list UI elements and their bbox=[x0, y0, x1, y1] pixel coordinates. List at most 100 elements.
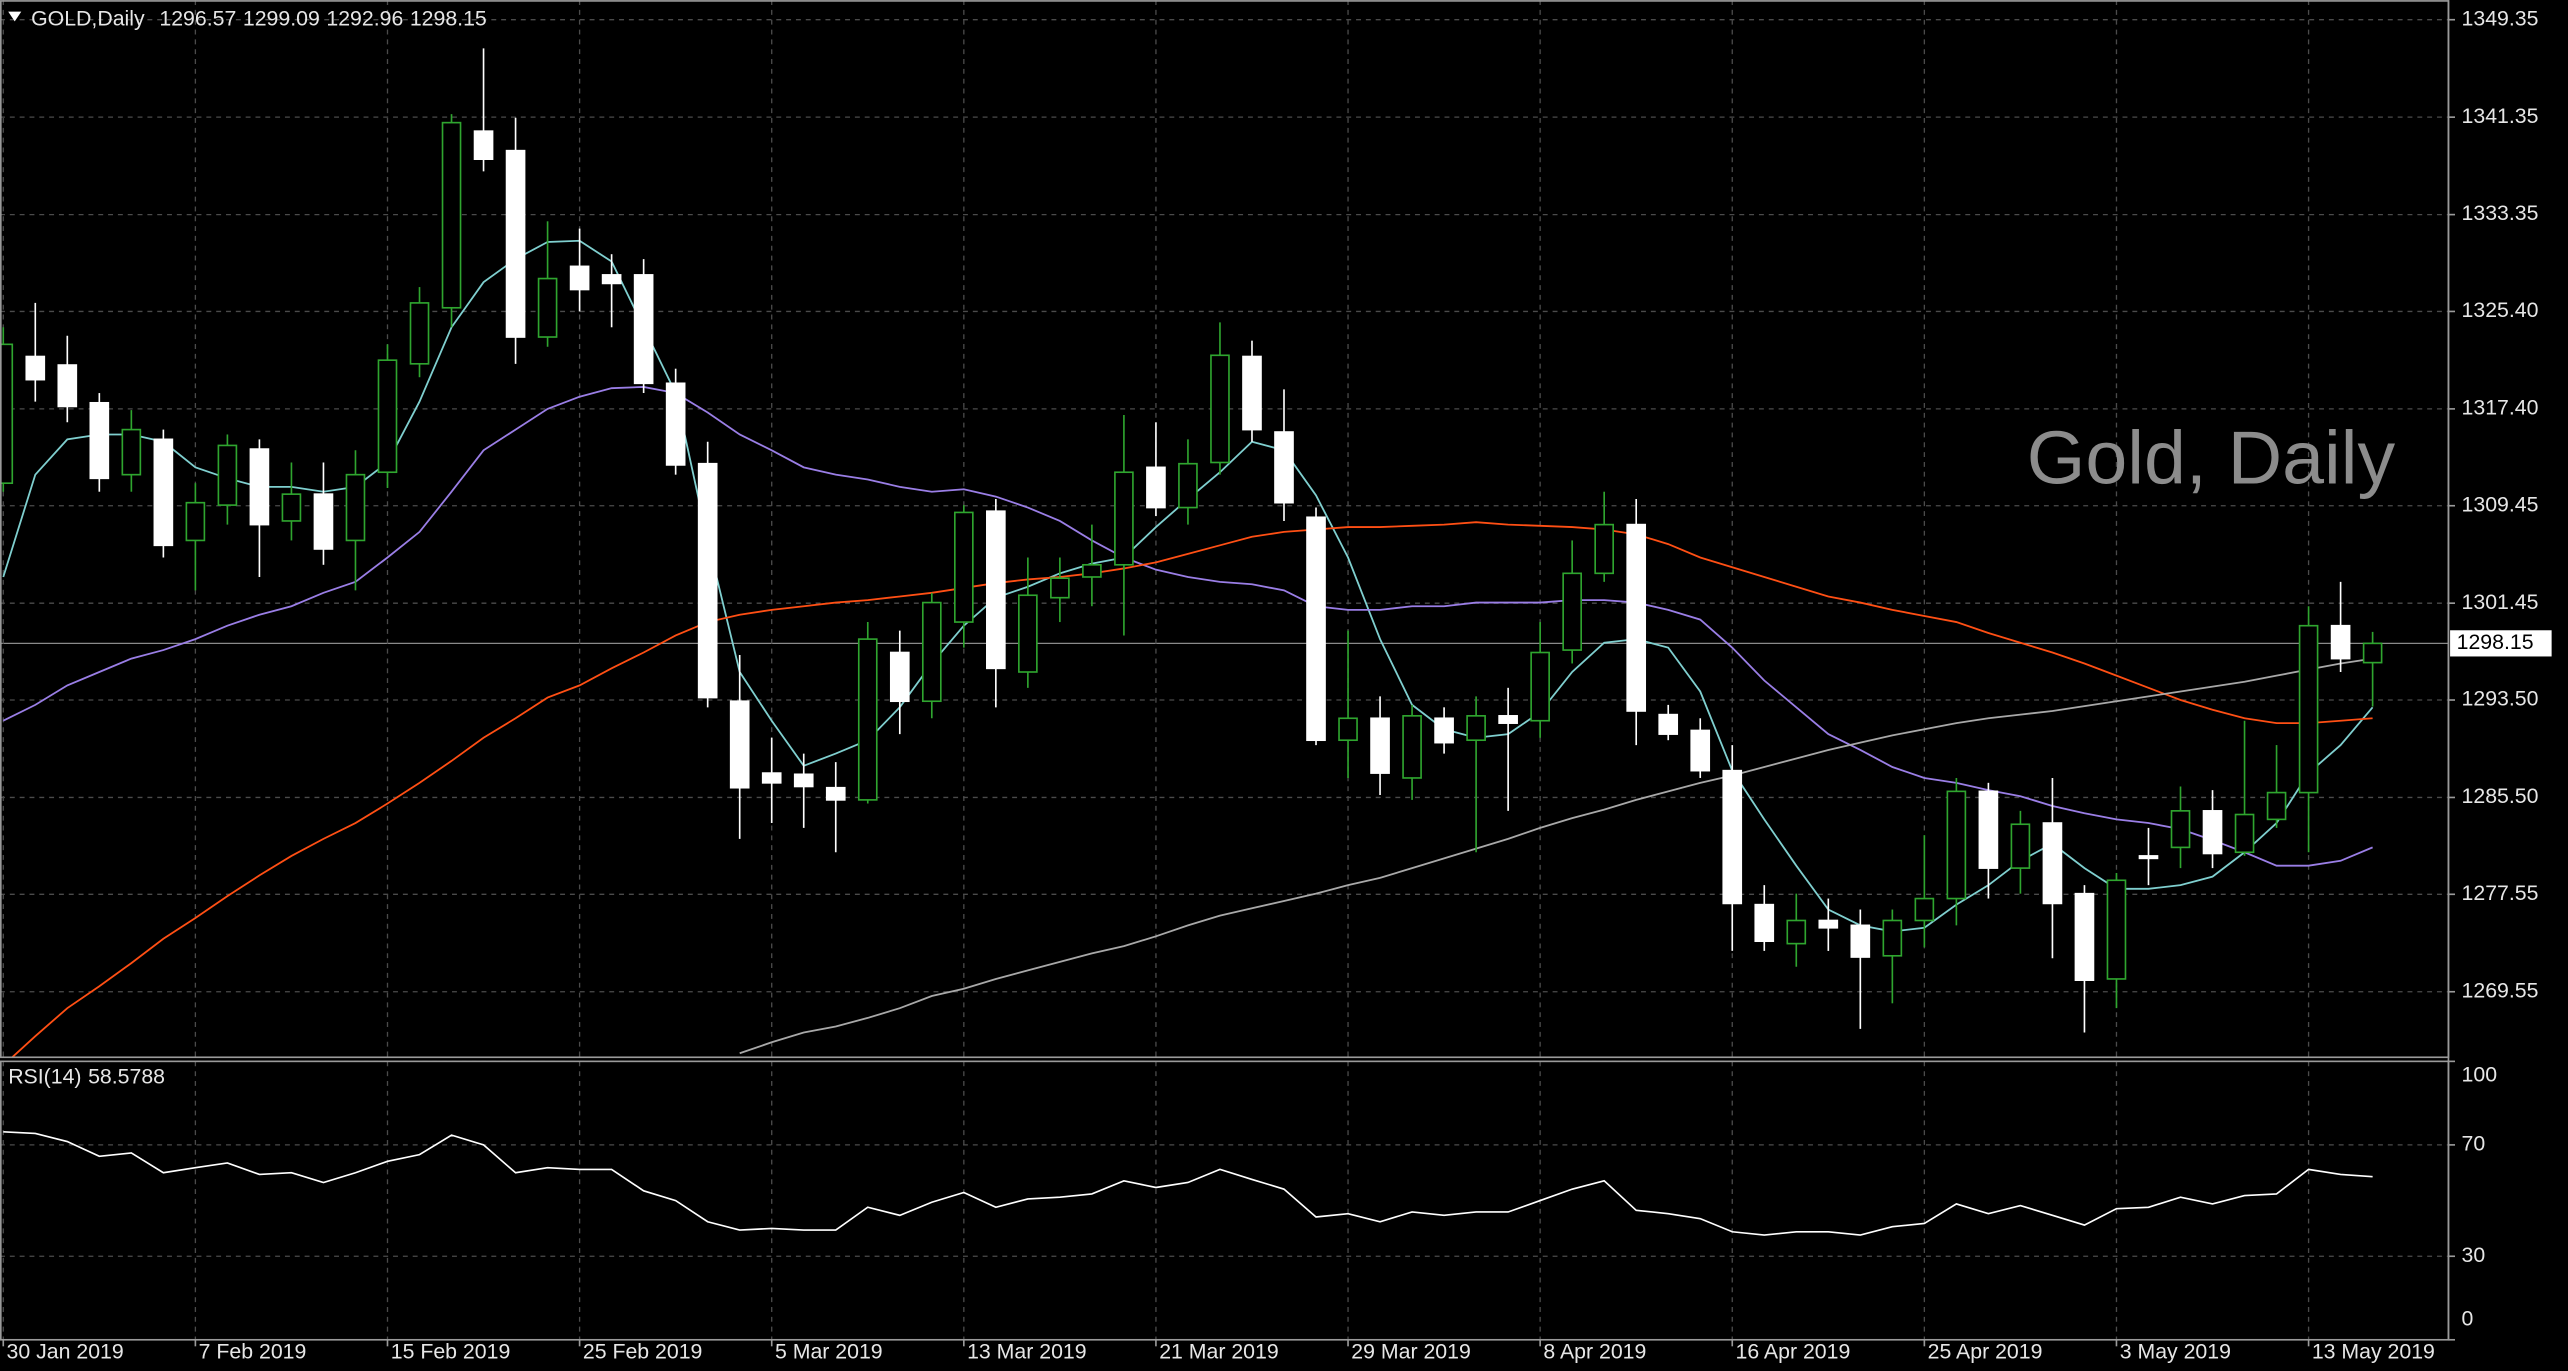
candle-body-up bbox=[377, 359, 398, 474]
y-tick-label: 1301.45 bbox=[2462, 590, 2539, 614]
x-tick-label: 15 Feb 2019 bbox=[391, 1340, 511, 1364]
y-tick-label: 1285.50 bbox=[2462, 784, 2539, 808]
candle-body-up bbox=[1562, 572, 1582, 651]
candle-body-up bbox=[1178, 462, 1198, 509]
candle-body-up bbox=[1882, 919, 1903, 957]
x-tick-label: 16 Apr 2019 bbox=[1736, 1340, 1851, 1364]
line-series bbox=[2, 386, 2373, 867]
rsi-header: RSI(14) 58.5788 bbox=[8, 1064, 165, 1088]
candle-body-down bbox=[729, 700, 750, 789]
menu-triangle[interactable] bbox=[8, 11, 22, 22]
candle-body-up bbox=[1338, 717, 1358, 742]
x-tick-label: 29 Mar 2019 bbox=[1351, 1340, 1471, 1364]
rsi-last-value: 58.5788 bbox=[88, 1064, 165, 1088]
candle-body-down bbox=[569, 265, 590, 291]
candle-body-up bbox=[1018, 594, 1038, 673]
candle-body-up bbox=[1402, 715, 1422, 779]
candle-body-down bbox=[697, 462, 718, 699]
candle-body-up bbox=[2266, 791, 2287, 821]
candle-body-up bbox=[0, 343, 14, 485]
candle-body-up bbox=[2010, 823, 2031, 869]
candle-body-up bbox=[1530, 651, 1550, 722]
candle-body-up bbox=[1114, 471, 1134, 566]
header-high: 1299.09 bbox=[243, 6, 320, 30]
candle-body-up bbox=[185, 501, 206, 542]
candle-body-down bbox=[1850, 924, 1871, 958]
candle-body-up bbox=[121, 428, 142, 476]
candle-body-up bbox=[1594, 523, 1615, 575]
candle-body-down bbox=[25, 355, 46, 381]
candle-body-down bbox=[2138, 855, 2159, 860]
candle-body-up bbox=[217, 444, 238, 506]
candle-body-up bbox=[1914, 897, 1935, 922]
candle-body-up bbox=[1050, 577, 1070, 599]
candle-body-down bbox=[57, 364, 78, 408]
y-tick-label: 0 bbox=[2462, 1307, 2474, 1331]
candle-body-up bbox=[2106, 879, 2127, 980]
candle-body-up bbox=[2362, 642, 2383, 664]
candle-body-down bbox=[1274, 431, 1294, 504]
y-tick-label: 100 bbox=[2462, 1063, 2498, 1087]
header-low: 1292.96 bbox=[326, 6, 403, 30]
candle-body-up bbox=[953, 511, 974, 623]
candle-body-up bbox=[1786, 919, 1807, 945]
candle-body-down bbox=[633, 274, 654, 385]
y-tick-label: 1269.55 bbox=[2462, 978, 2539, 1002]
candle-body-up bbox=[441, 121, 462, 309]
y-tick-label: 1277.55 bbox=[2462, 881, 2539, 905]
x-tick-label: 3 May 2019 bbox=[2120, 1340, 2231, 1364]
y-tick-label: 30 bbox=[2462, 1243, 2486, 1267]
candle-body-down bbox=[1146, 466, 1166, 509]
current-price-box bbox=[2450, 630, 2552, 657]
x-tick-label: 8 Apr 2019 bbox=[1543, 1340, 1646, 1364]
y-tick-label: 1309.45 bbox=[2462, 492, 2539, 516]
x-tick-label: 30 Jan 2019 bbox=[7, 1340, 124, 1364]
candle-body-up bbox=[921, 601, 942, 703]
x-tick-label: 7 Feb 2019 bbox=[199, 1340, 307, 1364]
candle-body-down bbox=[89, 401, 110, 480]
candle-body-up bbox=[2170, 810, 2191, 849]
rsi-panel bbox=[3, 1130, 2373, 1236]
rsi-title: RSI(14) bbox=[8, 1064, 81, 1088]
candle-body-down bbox=[665, 382, 686, 466]
chart-title: GOLD,Daily bbox=[31, 6, 145, 30]
candle-body-up bbox=[2298, 624, 2319, 794]
line-series bbox=[10, 521, 2373, 1058]
candle-body-down bbox=[249, 448, 270, 526]
x-tick-label: 13 Mar 2019 bbox=[967, 1340, 1087, 1364]
candle-body-down bbox=[473, 130, 494, 160]
candle-body-up bbox=[1946, 790, 1967, 900]
y-tick-label: 70 bbox=[2462, 1132, 2486, 1156]
candle-body-up bbox=[281, 493, 302, 522]
candle-body-down bbox=[1306, 516, 1326, 742]
candle-body-down bbox=[1626, 523, 1647, 712]
candle-body-down bbox=[1658, 713, 1679, 735]
candle-body-down bbox=[793, 773, 814, 788]
y-tick-label: 1317.40 bbox=[2462, 396, 2539, 420]
y-tick-label: 1325.40 bbox=[2462, 298, 2539, 322]
price-frame bbox=[0, 0, 2450, 1059]
candle-body-down bbox=[1978, 790, 1999, 869]
candle-body-up bbox=[857, 638, 878, 801]
candle-body-up bbox=[537, 277, 558, 338]
price-panel bbox=[0, 48, 2383, 1058]
candle-body-down bbox=[2330, 624, 2351, 660]
y-tick-label: 1341.35 bbox=[2462, 104, 2539, 128]
candle-body-up bbox=[1210, 354, 1230, 464]
candle-body-down bbox=[1434, 717, 1454, 744]
candle-body-down bbox=[1498, 715, 1518, 724]
candle-body-down bbox=[153, 438, 174, 547]
header-open: 1296.57 bbox=[159, 6, 236, 30]
candle-body-up bbox=[345, 473, 366, 542]
candle-body-up bbox=[2234, 813, 2255, 854]
candle-body-down bbox=[505, 149, 526, 338]
rsi-frame bbox=[0, 1060, 2450, 1341]
header-close: 1298.15 bbox=[410, 6, 487, 30]
x-tick-label: 21 Mar 2019 bbox=[1159, 1340, 1279, 1364]
candle-body-down bbox=[313, 493, 334, 550]
candle-body-down bbox=[761, 772, 782, 784]
